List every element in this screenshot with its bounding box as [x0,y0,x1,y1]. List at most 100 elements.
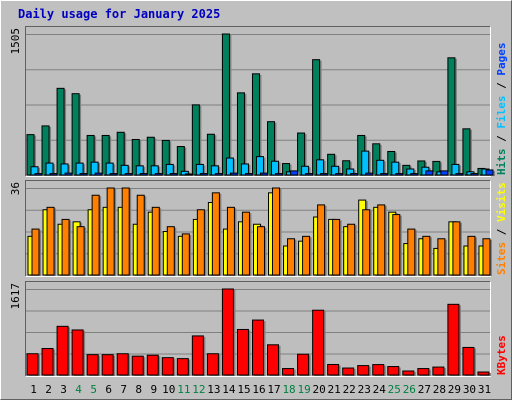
bar-pages [184,173,193,176]
bar-hits [56,87,65,176]
bar-sites [272,187,281,276]
bar-pages [214,173,223,176]
bar-kbytes [146,354,159,376]
panel-visits-sites: 36 Sites / Visits [9,180,508,277]
bar-sites [256,226,265,276]
x-axis-tick-label: 6 [105,383,112,396]
x-axis-tick-label: 25 [388,383,401,396]
bar-kbytes [101,354,114,376]
bar-pages [244,173,253,176]
panel-bevel-light [25,180,491,277]
x-axis-tick-label: 26 [403,383,416,396]
bar-files [391,161,400,176]
bar-pages [154,173,163,176]
x-axis-tick-label: 21 [328,383,341,396]
bar-sites [347,223,356,276]
chart-title: Daily usage for January 2025 [18,7,220,21]
x-axis-tick-label: 7 [120,383,127,396]
legend-kbytes: KBytes [495,335,508,375]
bar-sites [226,206,235,276]
x-axis-tick-label: 11 [177,383,190,396]
x-axis-tick-label: 19 [297,383,310,396]
x-axis-tick-label: 13 [207,383,220,396]
bar-kbytes [131,355,144,376]
bar-pages [79,173,88,176]
y-axis-max-label: 1617 [9,283,22,310]
bar-kbytes [191,335,204,376]
bar-kbytes [206,353,219,376]
x-axis-tick-label: 8 [135,383,142,396]
bar-hits [236,92,245,176]
x-axis-tick-labels: 1 2 3 4 5 6 7 8 9 10 11 12 13 14 15 16 17 18 19 20 21 22 23 24 2… [30,383,491,396]
bar-sites [61,218,70,276]
bar-sites [181,233,190,276]
legend: Sites / Visits [495,182,508,275]
bar-files [361,150,370,176]
panel-hits-files-pages: 1505 Hits / Files / Pages [9,26,508,177]
bar-kbytes [41,348,54,376]
x-axis-tick-label: 15 [237,383,250,396]
bar-sites [422,235,431,276]
bar-sites [392,214,401,276]
bar-sites [482,238,491,276]
bar-pages [109,173,118,176]
bar-sites [302,235,311,276]
bar-pages [350,173,359,176]
panel-bevel-light [25,26,491,177]
bar-kbytes [387,366,400,376]
bar-kbytes [327,363,340,376]
legend-hits: Hits [495,149,508,176]
bar-hits [447,57,456,176]
bar-kbytes [312,309,325,376]
bar-kbytes [462,346,475,376]
bar-kbytes [116,353,129,376]
bar-pages [485,169,494,176]
panel-bevel-dark [25,281,491,377]
bar-kbytes [477,371,490,376]
bar-sites [91,194,100,276]
bar-sites [437,238,446,276]
bar-pages [124,173,133,176]
legend-pages: Pages [495,43,508,76]
bar-kbytes [236,328,249,376]
x-axis-tick-label: 30 [463,383,476,396]
bar-sites [287,238,296,276]
bar-hits [176,146,185,176]
bar-files [316,159,325,176]
bar-sites [377,204,386,276]
bar-pages [94,172,103,176]
bar-kbytes [56,325,69,376]
bar-sites [166,226,175,276]
x-axis-tick-label: 27 [418,383,431,396]
x-axis-tick-label: 10 [162,383,175,396]
bar-pages [169,173,178,176]
bar-files [271,160,280,176]
bar-sites [151,206,160,276]
bar-pages [440,170,449,176]
bar-pages [395,173,404,176]
bar-pages [229,172,238,176]
bar-pages [335,173,344,176]
bar-sites [106,187,115,276]
bar-hits [312,59,321,176]
x-axis-tick-label: 16 [252,383,265,396]
x-axis-tick-label: 12 [192,383,205,396]
bar-kbytes [86,354,99,376]
panel-bevel-light [25,281,491,377]
panel-bevel-dark [25,180,491,277]
bar-pages [470,173,479,176]
bar-kbytes [297,353,310,376]
bar-kbytes [402,370,415,376]
bar-sites [46,206,55,276]
bar-pages [410,173,419,176]
bar-pages [455,173,464,176]
x-axis-tick-label: 24 [373,383,387,396]
y-axis-max-label: 1505 [9,28,22,55]
x-axis-tick-label: 18 [282,383,295,396]
bar-pages [425,170,434,176]
bar-sites [317,204,326,276]
x-axis-tick-label: 14 [222,383,236,396]
bar-kbytes [447,303,460,376]
bar-sites [31,228,40,276]
